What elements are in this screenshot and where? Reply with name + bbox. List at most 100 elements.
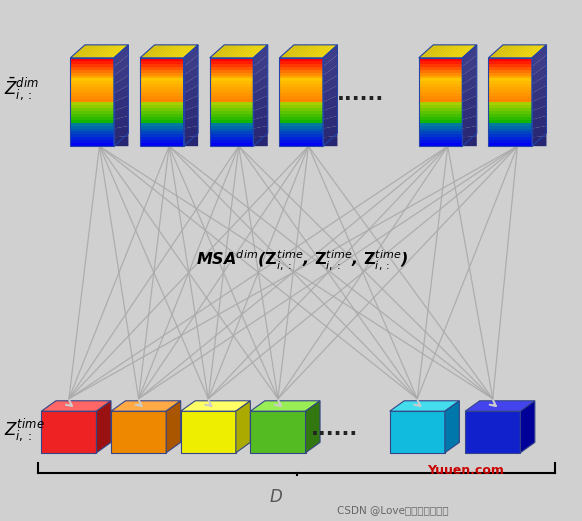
Polygon shape [183, 116, 198, 129]
Polygon shape [323, 136, 338, 146]
Polygon shape [465, 411, 520, 453]
Polygon shape [253, 85, 268, 102]
Polygon shape [143, 45, 161, 58]
Polygon shape [439, 45, 456, 58]
Polygon shape [323, 95, 338, 111]
Polygon shape [279, 120, 323, 122]
Polygon shape [210, 79, 253, 81]
Polygon shape [140, 134, 183, 138]
Polygon shape [140, 70, 183, 72]
Polygon shape [418, 93, 462, 96]
Polygon shape [488, 108, 532, 111]
Polygon shape [418, 96, 462, 99]
Polygon shape [210, 129, 253, 131]
Polygon shape [242, 45, 259, 58]
Polygon shape [140, 67, 183, 70]
Polygon shape [279, 81, 323, 84]
Polygon shape [279, 108, 323, 111]
Polygon shape [70, 114, 114, 117]
Polygon shape [488, 143, 532, 146]
Polygon shape [418, 122, 462, 126]
Polygon shape [488, 70, 532, 72]
Polygon shape [210, 67, 253, 70]
Polygon shape [488, 99, 532, 102]
Polygon shape [212, 45, 230, 58]
Polygon shape [140, 96, 183, 99]
Polygon shape [279, 70, 323, 72]
Polygon shape [183, 126, 198, 138]
Polygon shape [70, 79, 114, 81]
Polygon shape [70, 122, 114, 126]
Polygon shape [418, 117, 462, 120]
Polygon shape [250, 411, 306, 453]
Polygon shape [488, 111, 532, 114]
Polygon shape [180, 45, 198, 58]
Polygon shape [532, 106, 546, 120]
Polygon shape [175, 45, 192, 58]
Polygon shape [140, 45, 158, 58]
Polygon shape [509, 45, 526, 58]
Polygon shape [488, 114, 532, 117]
Polygon shape [488, 117, 532, 120]
Polygon shape [85, 45, 102, 58]
Polygon shape [462, 116, 477, 129]
Polygon shape [250, 401, 320, 411]
Polygon shape [279, 64, 323, 67]
Polygon shape [169, 45, 186, 58]
Polygon shape [494, 45, 512, 58]
Polygon shape [433, 45, 450, 58]
Polygon shape [140, 93, 183, 96]
Polygon shape [70, 138, 114, 140]
Polygon shape [82, 45, 100, 58]
Polygon shape [488, 58, 532, 61]
Polygon shape [183, 95, 198, 111]
Polygon shape [323, 75, 338, 93]
Polygon shape [210, 120, 253, 122]
Polygon shape [279, 134, 323, 138]
Polygon shape [279, 126, 323, 129]
Polygon shape [247, 45, 265, 58]
Polygon shape [418, 84, 462, 88]
Polygon shape [491, 45, 509, 58]
Polygon shape [210, 96, 253, 99]
Polygon shape [70, 126, 114, 129]
Polygon shape [282, 45, 300, 58]
Polygon shape [70, 96, 114, 99]
Polygon shape [140, 84, 183, 88]
Polygon shape [70, 140, 114, 143]
Polygon shape [317, 45, 335, 58]
Polygon shape [140, 90, 183, 93]
Polygon shape [210, 126, 253, 129]
Polygon shape [488, 76, 532, 79]
Polygon shape [164, 45, 180, 58]
Polygon shape [210, 134, 253, 138]
Polygon shape [279, 96, 323, 99]
Polygon shape [323, 106, 338, 120]
Polygon shape [111, 45, 129, 58]
Polygon shape [140, 64, 183, 67]
Polygon shape [488, 126, 532, 129]
Polygon shape [488, 79, 532, 81]
Polygon shape [70, 120, 114, 122]
Polygon shape [210, 61, 253, 64]
Text: ......: ...... [311, 419, 358, 439]
Polygon shape [418, 114, 462, 117]
Polygon shape [532, 85, 546, 102]
Polygon shape [73, 45, 91, 58]
Polygon shape [210, 93, 253, 96]
Polygon shape [70, 102, 114, 105]
Polygon shape [445, 45, 462, 58]
Polygon shape [279, 114, 323, 117]
Polygon shape [488, 131, 532, 134]
Polygon shape [320, 45, 338, 58]
Polygon shape [418, 108, 462, 111]
Polygon shape [418, 99, 462, 102]
Polygon shape [532, 116, 546, 129]
Polygon shape [323, 85, 338, 102]
Polygon shape [100, 45, 117, 58]
Polygon shape [94, 45, 111, 58]
Polygon shape [253, 126, 268, 138]
Polygon shape [506, 45, 523, 58]
Polygon shape [210, 81, 253, 84]
Polygon shape [140, 58, 183, 61]
